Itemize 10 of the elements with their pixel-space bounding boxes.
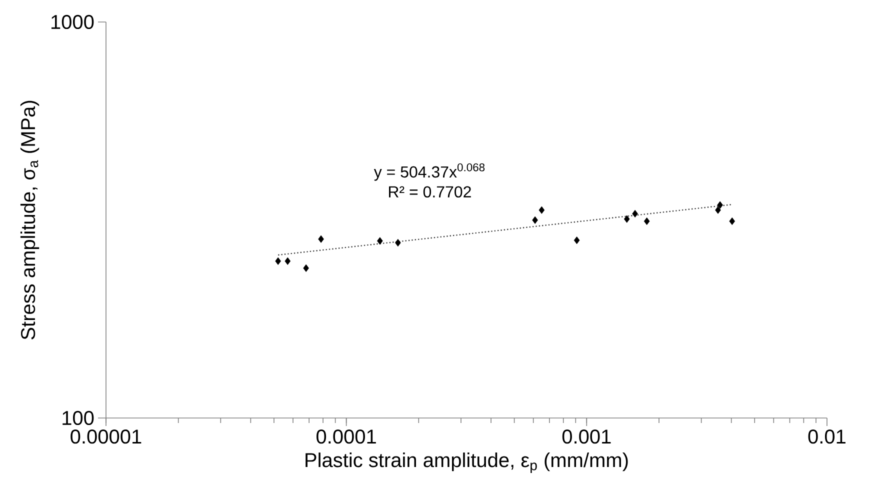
y-tick-label: 1000 (52, 14, 94, 30)
x-tick-label: 0.0001 (316, 430, 376, 444)
x-tick-label: 0.001 (562, 430, 611, 444)
y-tick-label: 100 (62, 410, 94, 426)
x-tick-label: 0.00001 (70, 430, 142, 444)
y-axis-title: Stress amplitude, σ$_{a}$ (MPa) (20, 100, 40, 340)
x-tick-label: 0.01 (808, 430, 846, 444)
x-axis-title: Plastic strain amplitude, ε$_{p}$ (mm/mm) (306, 452, 628, 474)
annotation: R² = 0.7702 (389, 186, 471, 198)
annotation: y = 504.37x$^{0.068}$ (374, 163, 485, 181)
